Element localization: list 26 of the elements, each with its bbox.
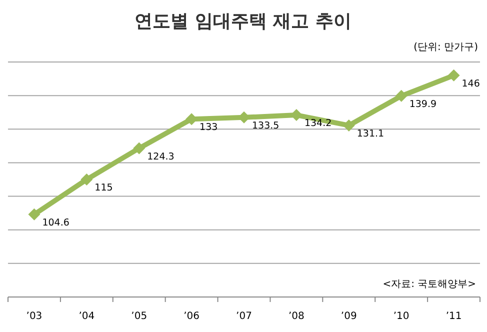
x-tick-label: ’07	[236, 311, 252, 322]
x-tick-label: ’08	[288, 311, 304, 322]
annotation: <자료: 국토해양부>	[382, 279, 476, 290]
x-tick-label: ’04	[78, 311, 95, 322]
data-label: 104.6	[42, 217, 70, 228]
point	[80, 174, 93, 186]
data-label: 146	[462, 78, 480, 90]
data-label: 133.5	[252, 120, 280, 132]
x-tick-label: ’10	[393, 311, 410, 322]
data-label: 124.3	[147, 151, 174, 162]
data-label: 133	[200, 122, 218, 134]
x-tick-label: ’11	[446, 311, 462, 322]
data-label: 131.1	[356, 128, 384, 140]
point	[28, 208, 40, 220]
x-tick-label: ’03	[26, 311, 42, 322]
point	[133, 142, 146, 154]
chart-title: 연도별 임대주택 재고 추이	[134, 11, 352, 32]
x-tick-label: ’09	[340, 311, 357, 322]
point	[395, 90, 408, 102]
data-label: 115	[94, 182, 113, 194]
data-label: 139.9	[409, 98, 437, 110]
point	[448, 69, 460, 82]
chart-subtitle: (단위: 만가구)	[414, 42, 478, 53]
x-tick-label: ’05	[131, 311, 148, 322]
data-label: 134.2	[304, 118, 332, 130]
x-tick-label: ’06	[184, 311, 200, 322]
